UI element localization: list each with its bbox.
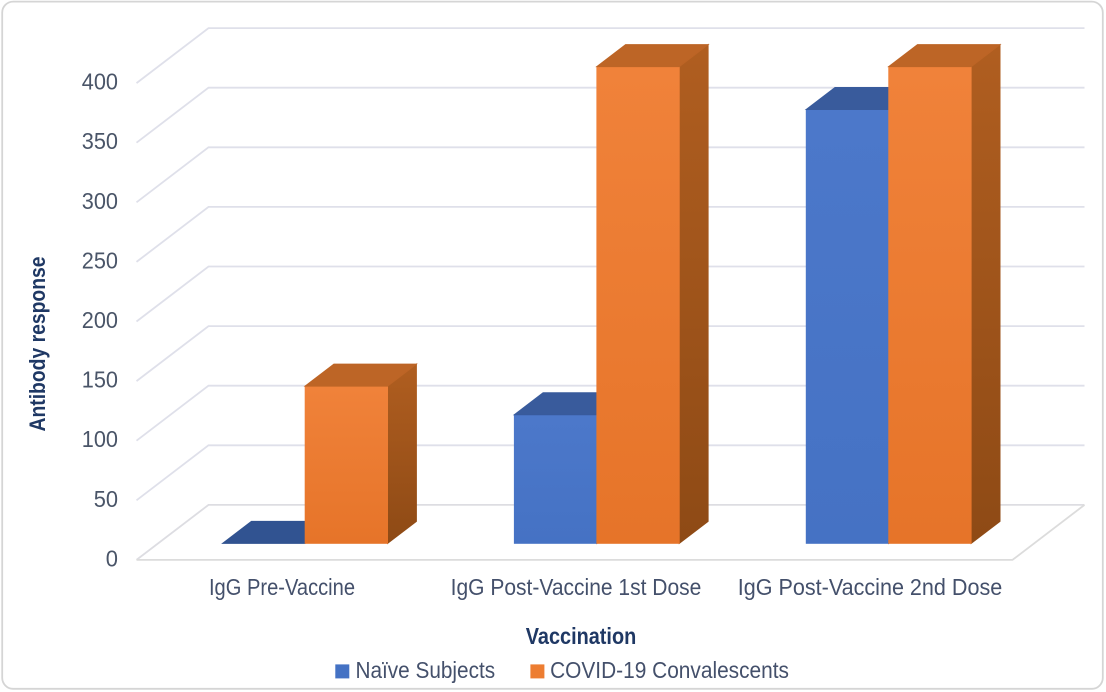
svg-text:0: 0 [106,545,118,571]
svg-text:400: 400 [82,69,118,95]
svg-text:300: 300 [82,188,118,214]
svg-text:100: 100 [82,426,118,452]
svg-text:Naïve Subjects: Naïve Subjects [356,657,496,683]
svg-text:Antibody response: Antibody response [25,257,50,432]
svg-text:150: 150 [82,367,118,393]
svg-text:IgG Pre-Vaccine: IgG Pre-Vaccine [209,574,355,600]
svg-text:200: 200 [82,307,118,333]
svg-text:250: 250 [82,247,118,273]
svg-text:Vaccination: Vaccination [526,623,637,649]
svg-text:COVID-19 Convalescents: COVID-19 Convalescents [550,657,789,683]
svg-text:350: 350 [82,128,118,154]
svg-text:50: 50 [94,486,118,512]
svg-text:IgG Post-Vaccine 1st Dose: IgG Post-Vaccine 1st Dose [451,574,702,600]
svg-text:IgG Post-Vaccine 2nd Dose: IgG Post-Vaccine 2nd Dose [738,574,1003,600]
